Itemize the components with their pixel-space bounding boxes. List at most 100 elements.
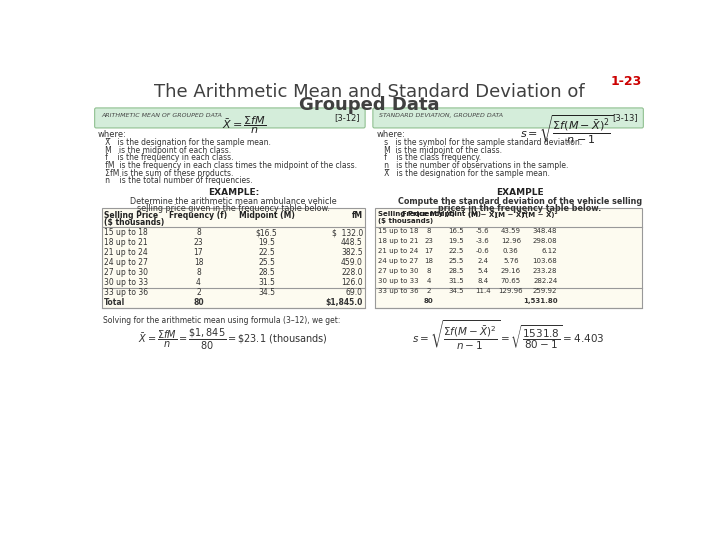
Text: (M − X̅): (M − X̅): [468, 211, 498, 218]
Text: 129.96: 129.96: [498, 288, 523, 294]
Text: 12.96: 12.96: [501, 238, 521, 244]
Text: 30 up to 33: 30 up to 33: [377, 278, 418, 284]
Text: 259.92: 259.92: [533, 288, 557, 294]
Text: n    is the total number of frequencies.: n is the total number of frequencies.: [98, 177, 252, 185]
Text: 228.0: 228.0: [341, 268, 363, 277]
Text: 282.24: 282.24: [533, 278, 557, 284]
Text: 17: 17: [424, 248, 433, 254]
Text: ($ thousands): ($ thousands): [104, 218, 164, 227]
Text: 2.4: 2.4: [477, 258, 488, 264]
Text: M   is the midpoint of each class.: M is the midpoint of each class.: [98, 146, 231, 154]
Text: $1,845.0: $1,845.0: [325, 298, 363, 307]
Text: n   is the number of observations in the sample.: n is the number of observations in the s…: [377, 161, 568, 170]
Text: f(M − X̅)²: f(M − X̅)²: [522, 211, 557, 218]
Text: 70.65: 70.65: [501, 278, 521, 284]
Text: 8: 8: [426, 268, 431, 274]
Text: 23: 23: [194, 238, 203, 247]
Text: $s = \sqrt{\dfrac{\Sigma f(M-\bar{X})^2}{n-1}}$: $s = \sqrt{\dfrac{\Sigma f(M-\bar{X})^2}…: [520, 114, 613, 146]
Text: 80: 80: [193, 298, 204, 307]
Text: Midpoint (M): Midpoint (M): [431, 211, 481, 217]
Text: 103.68: 103.68: [533, 258, 557, 264]
Text: [3-13]: [3-13]: [612, 113, 638, 122]
Text: 24 up to 27: 24 up to 27: [377, 258, 418, 264]
Text: fM  is the frequency in each class times the midpoint of the class.: fM is the frequency in each class times …: [98, 161, 356, 170]
Text: 80: 80: [424, 298, 433, 304]
Text: 27 up to 30: 27 up to 30: [104, 268, 148, 277]
Text: $\bar{X} = \dfrac{\Sigma fM}{n}$: $\bar{X} = \dfrac{\Sigma fM}{n}$: [222, 114, 266, 136]
Bar: [375, 208, 642, 308]
Text: 448.5: 448.5: [341, 238, 363, 247]
Text: selling price given in the frequency table below.: selling price given in the frequency tab…: [137, 204, 330, 213]
Text: 31.5: 31.5: [258, 278, 275, 287]
Text: 18: 18: [194, 258, 203, 267]
Text: The Arithmetic Mean and Standard Deviation of: The Arithmetic Mean and Standard Deviati…: [153, 83, 585, 102]
Text: 4: 4: [196, 278, 201, 287]
Text: 8: 8: [196, 228, 201, 237]
Text: Solving for the arithmetic mean using formula (3–12), we get:: Solving for the arithmetic mean using fo…: [103, 316, 341, 325]
Text: where:: where:: [377, 130, 405, 139]
Text: 28.5: 28.5: [258, 268, 275, 277]
Text: 4: 4: [426, 278, 431, 284]
Text: 34.5: 34.5: [448, 288, 464, 294]
Text: Selling Price: Selling Price: [104, 211, 158, 220]
Text: 126.0: 126.0: [341, 278, 363, 287]
Text: 69.0: 69.0: [346, 288, 363, 297]
Text: 8: 8: [196, 268, 201, 277]
Text: 22.5: 22.5: [448, 248, 464, 254]
Text: Total: Total: [104, 298, 125, 307]
Text: ARITHMETIC MEAN OF GROUPED DATA: ARITHMETIC MEAN OF GROUPED DATA: [101, 113, 222, 118]
Text: (M − X̅)²: (M − X̅)²: [495, 211, 527, 218]
Text: 23: 23: [424, 238, 433, 244]
Text: -0.6: -0.6: [476, 248, 490, 254]
Text: 298.08: 298.08: [533, 238, 557, 244]
Text: $\bar{X} = \dfrac{\Sigma fM}{n} = \dfrac{\$1,845}{80} = \$23.1\ \mathrm{(thousan: $\bar{X} = \dfrac{\Sigma fM}{n} = \dfrac…: [138, 327, 328, 352]
Text: Grouped Data: Grouped Data: [299, 96, 439, 114]
Text: 8.4: 8.4: [477, 278, 488, 284]
Text: 43.59: 43.59: [501, 228, 521, 234]
Text: STANDARD DEVIATION, GROUPED DATA: STANDARD DEVIATION, GROUPED DATA: [379, 113, 503, 118]
Text: 33 up to 36: 33 up to 36: [377, 288, 418, 294]
Text: 33 up to 36: 33 up to 36: [104, 288, 148, 297]
Text: 16.5: 16.5: [448, 228, 464, 234]
Text: 2: 2: [196, 288, 201, 297]
Text: 19.5: 19.5: [448, 238, 464, 244]
FancyBboxPatch shape: [94, 108, 365, 128]
Text: fM: fM: [351, 211, 363, 220]
Text: 34.5: 34.5: [258, 288, 275, 297]
Text: s   is the symbol for the sample standard deviation.: s is the symbol for the sample standard …: [377, 138, 582, 147]
Text: 0.36: 0.36: [503, 248, 518, 254]
Text: 29.16: 29.16: [501, 268, 521, 274]
Text: 18: 18: [424, 258, 433, 264]
Text: 6.12: 6.12: [541, 248, 557, 254]
Text: 21 up to 24: 21 up to 24: [377, 248, 418, 254]
Text: X̅   is the designation for the sample mean.: X̅ is the designation for the sample mea…: [98, 138, 271, 147]
Text: 25.5: 25.5: [448, 258, 464, 264]
Text: 2: 2: [426, 288, 431, 294]
Text: Midpoint (M): Midpoint (M): [239, 211, 294, 220]
Text: 1,531.80: 1,531.80: [523, 298, 557, 304]
Text: 8: 8: [426, 228, 431, 234]
Text: f    is the class frequency.: f is the class frequency.: [377, 153, 481, 163]
Text: X̅   is the designation for the sample mean.: X̅ is the designation for the sample mea…: [377, 168, 549, 178]
Text: 21 up to 24: 21 up to 24: [104, 248, 148, 257]
Text: 19.5: 19.5: [258, 238, 275, 247]
Text: prices in the frequency table below.: prices in the frequency table below.: [438, 204, 602, 213]
Text: Selling Price: Selling Price: [377, 211, 428, 217]
Text: $s = \sqrt{\dfrac{\Sigma f(M-\bar{X})^2}{n-1}} = \sqrt{\dfrac{1531.8}{80-1}} = 4: $s = \sqrt{\dfrac{\Sigma f(M-\bar{X})^2}…: [413, 319, 605, 352]
Text: Compute the standard deviation of the vehicle selling: Compute the standard deviation of the ve…: [398, 197, 642, 206]
Text: 348.48: 348.48: [533, 228, 557, 234]
Text: EXAMPLE:: EXAMPLE:: [208, 188, 259, 197]
Text: -3.6: -3.6: [476, 238, 490, 244]
Text: 17: 17: [194, 248, 203, 257]
Text: 1-23: 1-23: [611, 75, 642, 88]
Text: [3-12]: [3-12]: [334, 113, 360, 122]
Text: f    is the frequency in each class.: f is the frequency in each class.: [98, 153, 233, 163]
Text: $  132.0: $ 132.0: [331, 228, 363, 237]
Text: 233.28: 233.28: [533, 268, 557, 274]
Text: 22.5: 22.5: [258, 248, 275, 257]
Text: 28.5: 28.5: [448, 268, 464, 274]
Text: 15 up to 18: 15 up to 18: [104, 228, 148, 237]
Text: 18 up to 21: 18 up to 21: [104, 238, 148, 247]
Text: M  is the midpoint of the class.: M is the midpoint of the class.: [377, 146, 502, 154]
Text: 31.5: 31.5: [448, 278, 464, 284]
